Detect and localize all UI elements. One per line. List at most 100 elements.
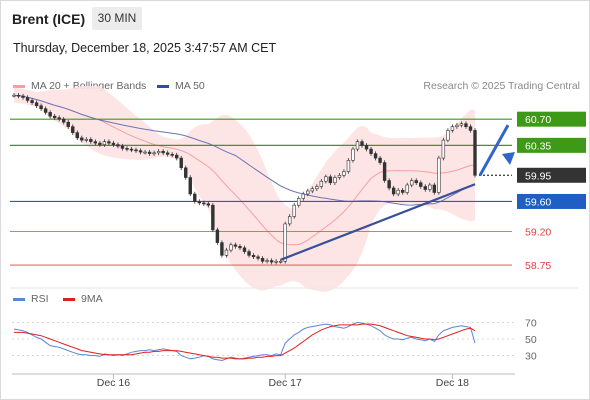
projection-arrow-head-icon [502, 152, 515, 165]
timeframe-selector[interactable]: 30 MIN [92, 7, 142, 30]
candle-body [120, 145, 125, 149]
candle-body [242, 247, 247, 252]
candle-body [391, 187, 396, 195]
candle-body [224, 249, 229, 256]
candle-body [71, 126, 75, 133]
candle-body [179, 157, 183, 169]
chart-datetime: Thursday, December 18, 2025 3:47:57 AM C… [13, 41, 277, 55]
candle-body [473, 130, 477, 176]
candle-body [170, 154, 174, 156]
candle-body [428, 184, 432, 190]
candle-body [455, 124, 459, 127]
candle-body [342, 171, 346, 176]
legend-rsi: RSI [13, 293, 49, 305]
level-label-58.75: 58.75 [525, 260, 551, 272]
candle-body [369, 148, 373, 154]
candle-body [134, 149, 138, 152]
candle-body [84, 139, 89, 141]
candle-body [441, 139, 446, 159]
candle-body [202, 202, 206, 205]
level-tag-60.35 [517, 137, 586, 153]
time-label-dec-17: Dec 17 [269, 377, 302, 389]
candle-body [111, 142, 116, 145]
support-trendline [280, 183, 476, 261]
candle-body [269, 260, 274, 263]
candle-body [373, 153, 378, 159]
candle-body [39, 105, 43, 110]
candle-body [125, 148, 129, 150]
legend-9ma-label: 9MA [81, 293, 103, 305]
candle-body [360, 141, 364, 146]
candle-body [116, 144, 120, 147]
candle-body [405, 184, 409, 193]
candle-body [43, 108, 48, 113]
candle-body [220, 242, 224, 256]
candle-body [459, 123, 464, 126]
ma50-swatch-icon [157, 84, 169, 88]
candle-body [62, 118, 66, 123]
rsi-line [13, 321, 476, 362]
candle-body [396, 189, 400, 195]
candle-body [265, 260, 269, 262]
bollinger-band [14, 85, 475, 292]
candle-body [143, 151, 147, 154]
candle-body [107, 141, 111, 144]
legend-ma50: MA 50 [157, 80, 205, 92]
candle-body [260, 258, 265, 262]
rsi-tick-50: 50 [525, 334, 537, 346]
candle-body [152, 152, 156, 155]
candle-body [161, 151, 165, 154]
candle-body [400, 189, 405, 193]
rsi-tick-30: 30 [525, 351, 537, 363]
level-label-60.70: 60.70 [525, 114, 551, 126]
candle-body [414, 180, 418, 184]
candle-body [419, 182, 423, 187]
candle-body [30, 100, 34, 104]
candle-body [310, 188, 314, 192]
projection-arrow-shaft [478, 124, 510, 177]
level-label-59.95: 59.95 [525, 170, 551, 182]
legend-9ma: 9MA [63, 293, 103, 305]
candle-body [102, 141, 107, 145]
candle-body [147, 151, 152, 154]
ma50-line [13, 94, 476, 206]
candle-body [256, 256, 260, 259]
rsi-tick-70: 70 [525, 317, 537, 329]
candle-body [48, 112, 52, 117]
candle-body [292, 204, 296, 217]
candle-body [387, 180, 391, 189]
candle-body [89, 139, 93, 142]
candle-body [410, 180, 414, 186]
candle-body [274, 260, 278, 263]
candle-body [468, 126, 473, 131]
candle-body [57, 117, 61, 120]
level-tag-59.95 [517, 167, 586, 183]
candle-body [464, 123, 468, 127]
candle-body [287, 216, 292, 225]
candle-body [337, 174, 342, 178]
time-label-dec-18: Dec 18 [436, 377, 469, 389]
level-label-59.60: 59.60 [525, 196, 551, 208]
candle-body [138, 150, 143, 153]
candle-body [450, 126, 455, 131]
candle-body [16, 94, 21, 97]
level-tag-59.60 [517, 193, 586, 209]
candle-body [98, 142, 102, 145]
candle-body [283, 223, 287, 262]
candle-body [278, 260, 283, 263]
candle-body [247, 251, 251, 256]
candle-body [315, 186, 319, 190]
rsi-swatch-icon [13, 297, 25, 301]
candle-body [156, 151, 161, 154]
level-label-60.35: 60.35 [525, 140, 551, 152]
candle-body [129, 148, 134, 151]
rsi-ma9-line [14, 323, 476, 360]
candle-body [238, 246, 242, 249]
candle-body [75, 132, 79, 139]
candle-body [21, 95, 25, 98]
research-credit: Research © 2025 Trading Central [423, 80, 580, 92]
candle-body [251, 255, 256, 258]
candle-body [346, 160, 351, 172]
candle-body [382, 162, 387, 181]
